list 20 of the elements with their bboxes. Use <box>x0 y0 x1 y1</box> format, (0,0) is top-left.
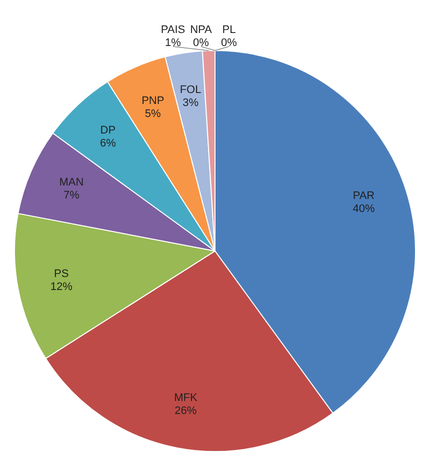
text: 0% <box>193 37 209 50</box>
data-label: 3% <box>182 97 199 110</box>
data-label: 12% <box>50 280 73 293</box>
slice-label: PAR <box>352 190 375 202</box>
category-label: NPA <box>190 24 212 36</box>
slice-label: MAN <box>59 176 84 188</box>
slice-label: MFK <box>174 392 198 404</box>
text: 0% <box>221 37 237 50</box>
category-label: PL <box>222 24 236 36</box>
slice-label: DP <box>100 124 116 137</box>
data-label: 40% <box>352 203 375 216</box>
data-label: 1% <box>165 37 182 50</box>
data-label: 7% <box>64 189 80 202</box>
slice-label: PS <box>54 268 69 280</box>
slice-label: PAIS <box>160 24 186 36</box>
data-label: 6% <box>100 138 116 150</box>
slice-label: PNP <box>142 95 164 108</box>
slice-label: FOL <box>180 84 202 96</box>
data-label: 26% <box>174 405 197 418</box>
data-label: 5% <box>144 108 162 120</box>
